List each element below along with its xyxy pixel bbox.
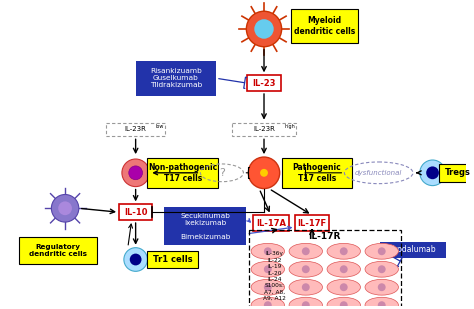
Ellipse shape <box>365 279 399 295</box>
Text: dysfunctional: dysfunctional <box>355 170 402 176</box>
Circle shape <box>264 247 272 255</box>
Circle shape <box>420 160 445 186</box>
Text: IL-23: IL-23 <box>252 79 276 88</box>
Ellipse shape <box>289 279 322 295</box>
FancyBboxPatch shape <box>136 61 216 96</box>
FancyBboxPatch shape <box>19 237 98 265</box>
FancyBboxPatch shape <box>247 75 281 91</box>
Circle shape <box>255 19 273 39</box>
Circle shape <box>246 11 282 47</box>
Text: ?: ? <box>219 168 225 178</box>
Ellipse shape <box>327 297 360 309</box>
Text: Regulatory
dendritic cells: Regulatory dendritic cells <box>29 244 87 257</box>
Circle shape <box>340 265 348 273</box>
Ellipse shape <box>365 243 399 259</box>
Text: Brodalumab: Brodalumab <box>390 245 436 254</box>
Ellipse shape <box>327 243 360 259</box>
Text: IL-23R: IL-23R <box>253 126 275 133</box>
Text: Myeloid
dendritic cells: Myeloid dendritic cells <box>294 16 356 36</box>
Ellipse shape <box>327 279 360 295</box>
Ellipse shape <box>365 297 399 309</box>
FancyBboxPatch shape <box>147 158 218 188</box>
Circle shape <box>378 283 386 291</box>
Circle shape <box>378 301 386 309</box>
FancyBboxPatch shape <box>439 164 474 182</box>
Text: Tr1 cells: Tr1 cells <box>153 255 193 264</box>
Circle shape <box>264 283 272 291</box>
FancyBboxPatch shape <box>253 215 289 231</box>
Circle shape <box>260 169 268 177</box>
Ellipse shape <box>251 243 284 259</box>
Circle shape <box>124 248 147 271</box>
FancyBboxPatch shape <box>282 158 352 188</box>
Text: IL-23R: IL-23R <box>125 126 146 133</box>
Text: IL-36γ
IL-22
IL-19
IL-20
IL-24
S100s:
A7, A8,
A9, A12: IL-36γ IL-22 IL-19 IL-20 IL-24 S100s: A7… <box>263 251 286 301</box>
Circle shape <box>340 283 348 291</box>
FancyBboxPatch shape <box>119 204 152 220</box>
Circle shape <box>378 247 386 255</box>
Bar <box>249 231 401 309</box>
Circle shape <box>129 166 143 180</box>
Text: Non-pathogenic
T17 cells: Non-pathogenic T17 cells <box>148 163 217 183</box>
Text: IL-17R: IL-17R <box>309 232 341 241</box>
Circle shape <box>302 247 310 255</box>
Circle shape <box>248 157 280 188</box>
Circle shape <box>264 301 272 309</box>
Text: IL-17A: IL-17A <box>256 218 286 227</box>
Text: IL-10: IL-10 <box>124 208 147 217</box>
FancyBboxPatch shape <box>164 207 246 245</box>
FancyBboxPatch shape <box>295 215 328 231</box>
Circle shape <box>264 265 272 273</box>
Ellipse shape <box>251 261 284 277</box>
Text: Secukinumab
Ixekizumab

Bimekizumab: Secukinumab Ixekizumab Bimekizumab <box>180 213 230 239</box>
Circle shape <box>58 201 72 215</box>
Text: high: high <box>284 124 295 129</box>
Circle shape <box>302 283 310 291</box>
Text: IL-17F: IL-17F <box>298 218 327 227</box>
Circle shape <box>130 254 142 265</box>
Text: Tregs: Tregs <box>445 168 471 177</box>
Ellipse shape <box>365 261 399 277</box>
Ellipse shape <box>289 261 322 277</box>
Ellipse shape <box>327 261 360 277</box>
Circle shape <box>340 247 348 255</box>
Circle shape <box>302 301 310 309</box>
Ellipse shape <box>251 297 284 309</box>
Circle shape <box>51 194 79 222</box>
Circle shape <box>426 167 439 179</box>
Bar <box>106 123 165 136</box>
FancyBboxPatch shape <box>147 251 198 269</box>
Text: Risankizuamb
Guselkumab
Tildrakizumab: Risankizuamb Guselkumab Tildrakizumab <box>150 68 202 88</box>
Circle shape <box>122 159 149 187</box>
Bar <box>232 123 296 136</box>
Circle shape <box>378 265 386 273</box>
FancyBboxPatch shape <box>380 242 447 257</box>
Ellipse shape <box>289 297 322 309</box>
Text: Pathogenic
T17 cells: Pathogenic T17 cells <box>292 163 341 183</box>
Circle shape <box>340 301 348 309</box>
Circle shape <box>302 265 310 273</box>
Text: low: low <box>155 124 164 129</box>
Ellipse shape <box>289 243 322 259</box>
Ellipse shape <box>251 279 284 295</box>
FancyBboxPatch shape <box>292 9 358 43</box>
